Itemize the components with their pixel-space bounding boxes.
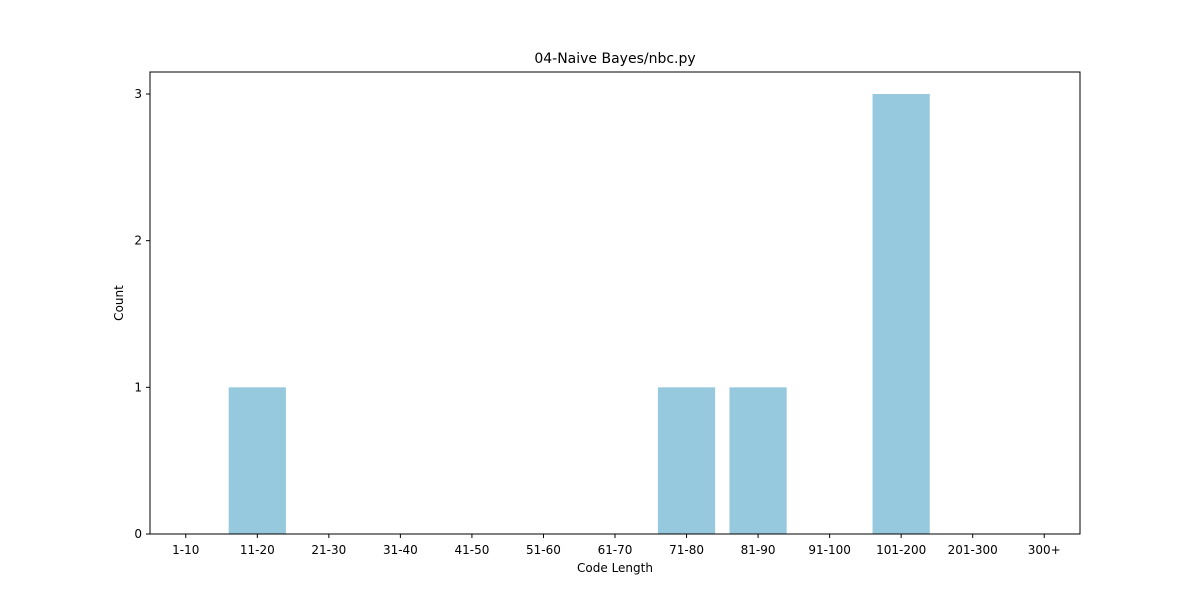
x-tick-label: 91-100: [808, 543, 851, 557]
bar-71-80: [657, 387, 716, 534]
x-tick-label: 201-300: [948, 543, 998, 557]
x-tick-label: 21-30: [311, 543, 346, 557]
x-tick-label: 61-70: [598, 543, 633, 557]
x-tick-label: 41-50: [454, 543, 489, 557]
bars: [228, 94, 930, 534]
y-tick-label: 0: [134, 527, 142, 541]
bar-11-20: [228, 387, 286, 534]
x-axis-label: Code Length: [577, 561, 653, 575]
x-axis-ticks: 1-10 11-20 21-30 31-40 41-50 51-60 61-70 71-80 8…: [172, 534, 1061, 557]
plot-frame: [149, 71, 1081, 535]
y-axis-label: Count: [112, 285, 126, 321]
x-tick-label: 1-10: [172, 543, 199, 557]
chart-title: 04-Naive Bayes/nbc.py: [534, 51, 695, 67]
x-tick-label: 81-90: [741, 543, 776, 557]
x-tick-label: 51-60: [526, 543, 561, 557]
bar-81-90: [729, 387, 787, 534]
y-tick-label: 3: [134, 87, 142, 101]
x-tick-label: 101-200: [876, 543, 926, 557]
bar-101-200: [872, 94, 930, 534]
x-tick-label: 300+: [1028, 543, 1061, 557]
y-tick-label: 2: [134, 234, 142, 248]
x-tick-label: 31-40: [383, 543, 418, 557]
y-axis-ticks: 0 1 2 3: [134, 87, 150, 541]
x-tick-label: 11-20: [240, 543, 275, 557]
x-tick-label: 71-80: [669, 543, 704, 557]
y-tick-label: 1: [134, 380, 142, 394]
